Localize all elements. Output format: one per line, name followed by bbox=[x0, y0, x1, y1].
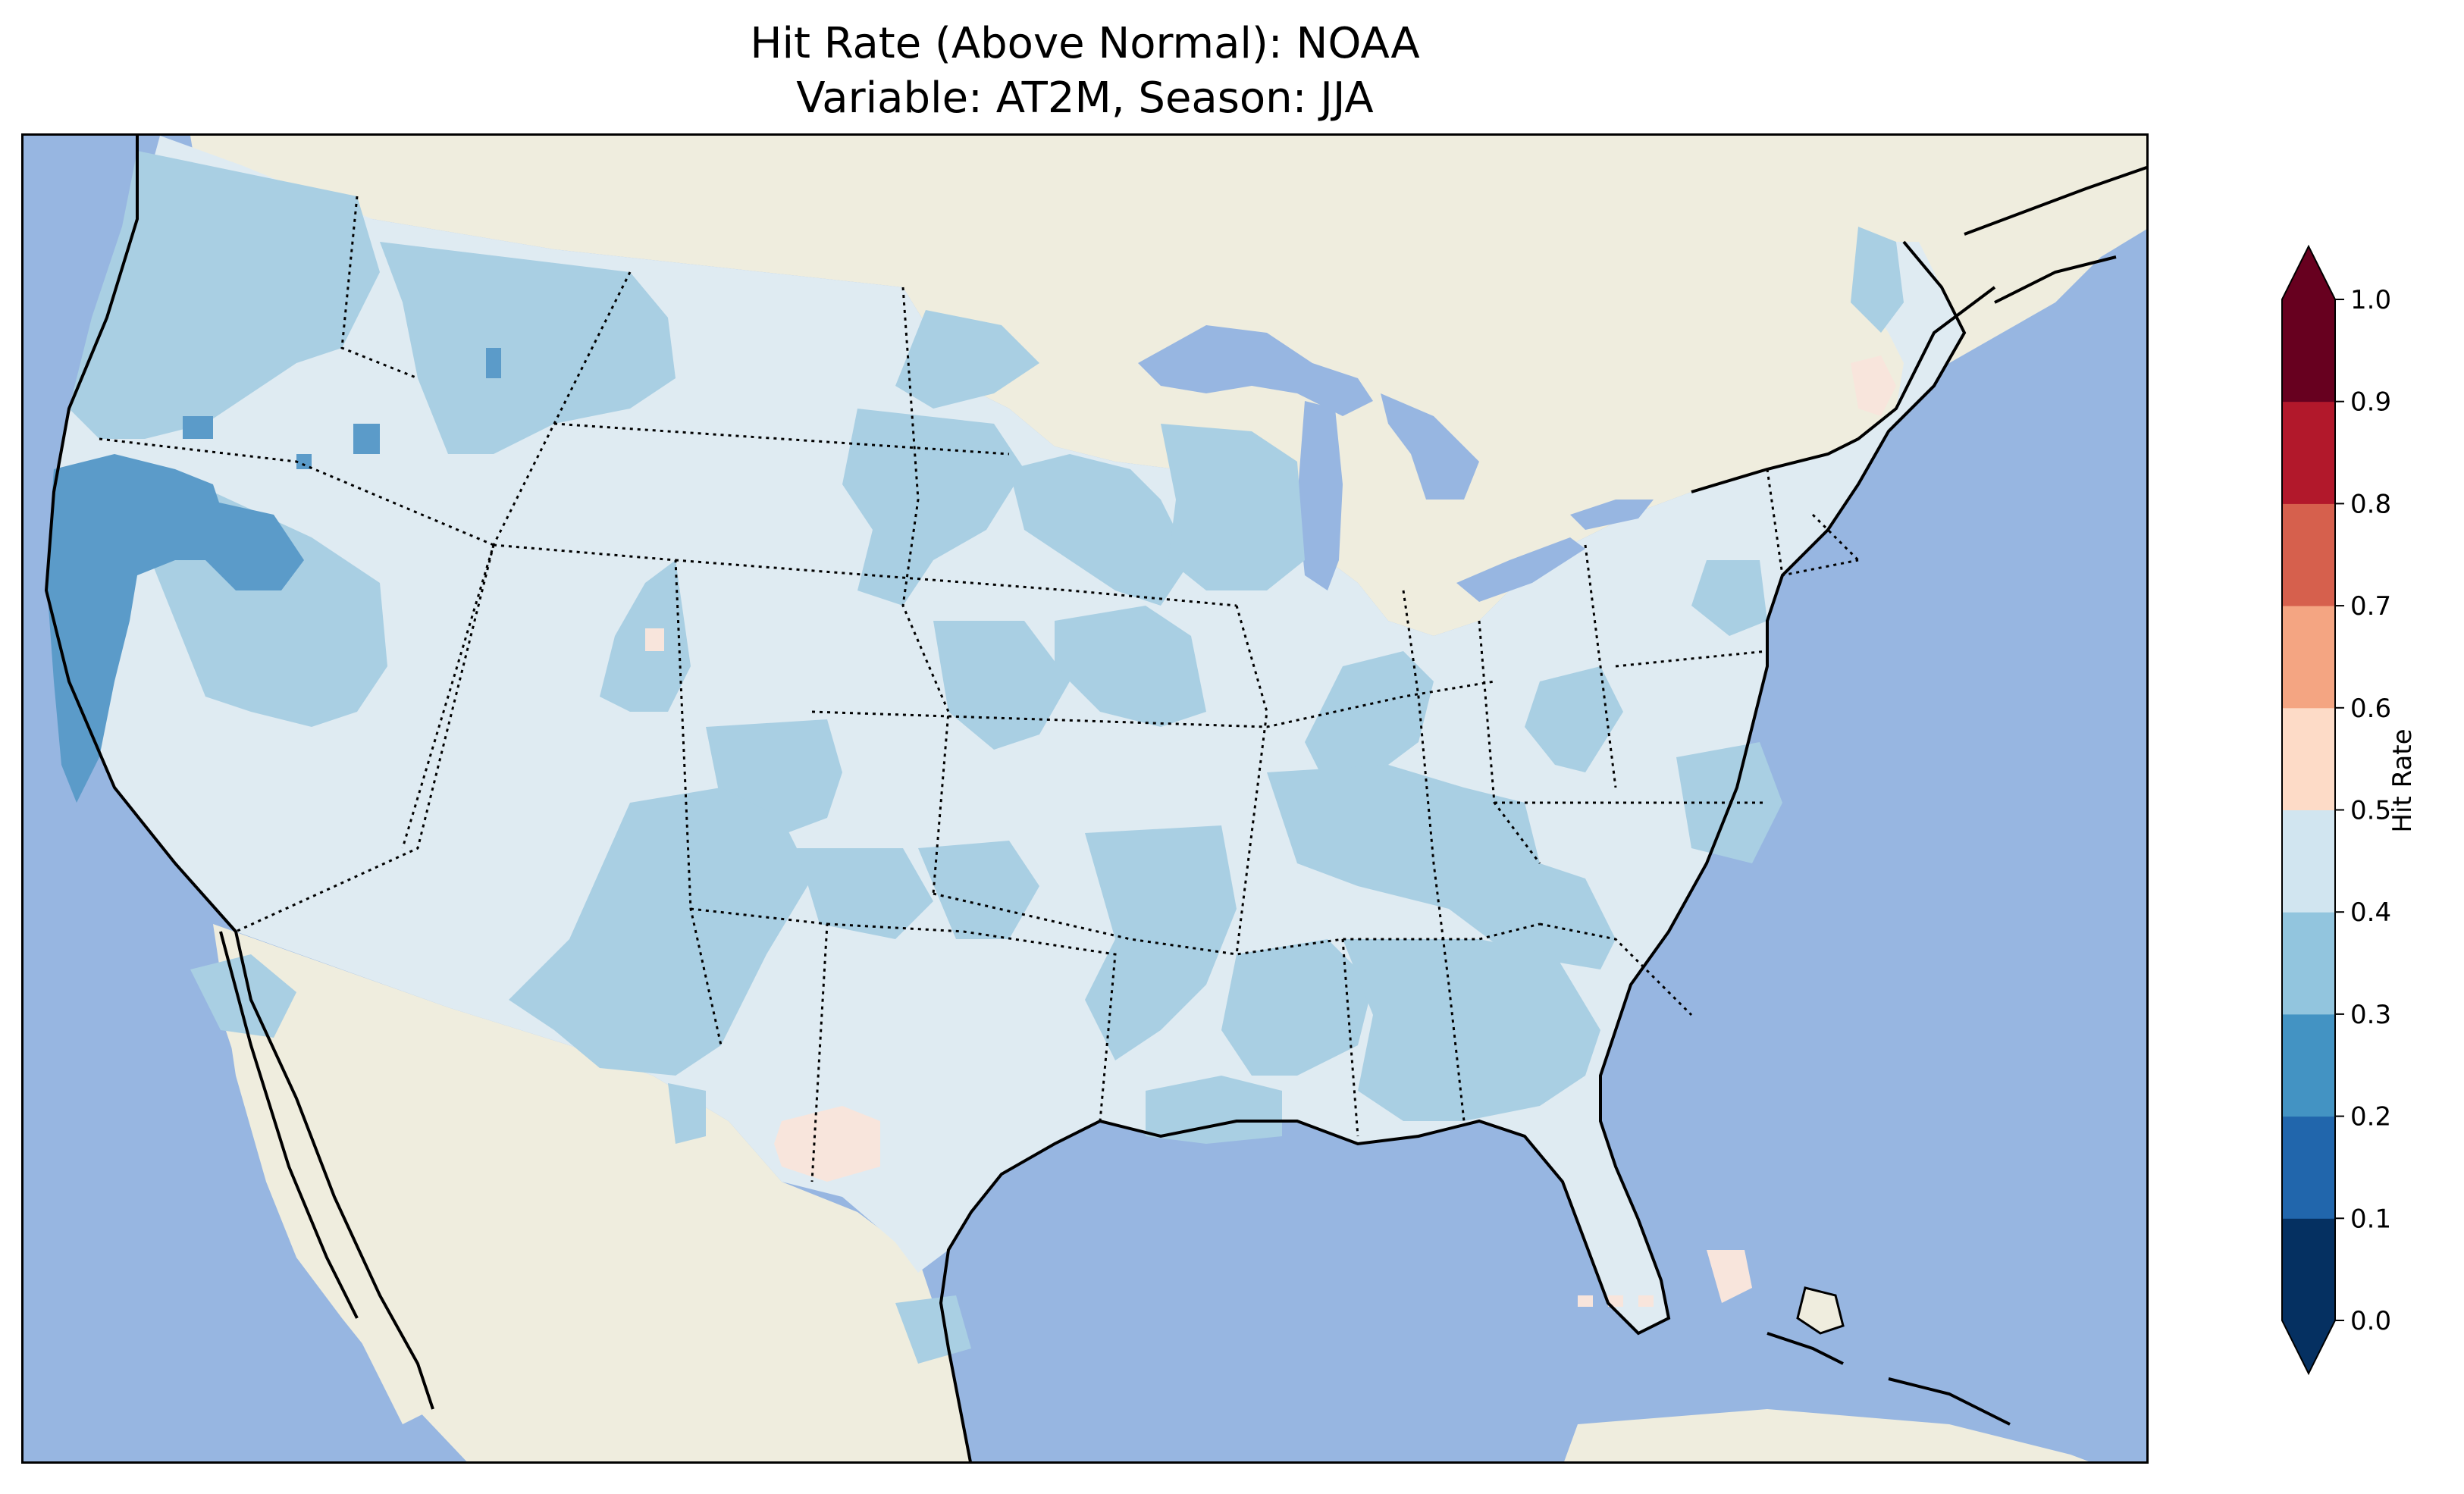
colorbar-tick-label: 0.9 bbox=[2350, 387, 2391, 418]
lake-huron bbox=[1381, 393, 1479, 500]
colorbar-tick-label: 0.7 bbox=[2350, 591, 2391, 622]
colorbar-swatch bbox=[2282, 1116, 2335, 1219]
title-line-1: Hit Rate (Above Normal): NOAA bbox=[750, 19, 1420, 68]
lake-michigan bbox=[1297, 401, 1343, 590]
mexico-land bbox=[213, 924, 970, 1461]
colorbar-swatch bbox=[2282, 810, 2335, 913]
colorbar-swatch bbox=[2282, 1218, 2335, 1321]
colorbar-swatch bbox=[2282, 299, 2335, 402]
colorbar-ticks: 0.0 0.1 0.2 0.3 0.4 0.5 0.6 0.7 0.8 0.9 1.0 bbox=[2335, 285, 2391, 1336]
lake-erie bbox=[1456, 537, 1585, 602]
cuba-land bbox=[1564, 1409, 2089, 1461]
colorbar: 0.0 0.1 0.2 0.3 0.4 0.5 0.6 0.7 0.8 0.9 1.0 Hit Ra… bbox=[2281, 244, 2418, 1376]
colorbar-swatch bbox=[2282, 606, 2335, 709]
class-0-2-0-3-regions bbox=[46, 348, 501, 803]
coastlines bbox=[44, 136, 2146, 1461]
map-canvas bbox=[44, 136, 2146, 1461]
figure-title: Hit Rate (Above Normal): NOAA Variable: … bbox=[21, 17, 2149, 126]
colorbar-tick-label: 1.0 bbox=[2350, 285, 2391, 315]
colorbar-label: Hit Rate bbox=[2387, 728, 2418, 832]
colorbar-tick-label: 0.1 bbox=[2350, 1204, 2391, 1234]
colorbar-tick-label: 0.5 bbox=[2350, 796, 2391, 826]
colorbar-swatch bbox=[2282, 1013, 2335, 1117]
colorbar-tick-label: 0.0 bbox=[2350, 1306, 2391, 1336]
colorbar-over-triangle bbox=[2282, 246, 2335, 299]
colorbar-swatch bbox=[2282, 401, 2335, 504]
lake-ontario bbox=[1570, 500, 1654, 530]
colorbar-swatch bbox=[2282, 912, 2335, 1015]
colorbar-swatch bbox=[2282, 503, 2335, 606]
lake-superior bbox=[1138, 325, 1373, 416]
colorbar-swatches bbox=[2281, 244, 2336, 1376]
colorbar-swatch bbox=[2282, 707, 2335, 810]
colorbar-tick-label: 0.4 bbox=[2350, 897, 2391, 928]
colorbar-under-triangle bbox=[2282, 1320, 2335, 1373]
class-0-5-0-6-regions bbox=[645, 355, 1896, 1307]
island-bahamas bbox=[1796, 1286, 1845, 1335]
title-line-2: Variable: AT2M, Season: JJA bbox=[796, 74, 1374, 123]
colorbar-tick-label: 0.6 bbox=[2350, 694, 2391, 724]
state-borders bbox=[99, 196, 1860, 1182]
colorbar-tick-label: 0.2 bbox=[2350, 1102, 2391, 1132]
map-panel bbox=[21, 133, 2149, 1464]
colorbar-tick-label: 0.3 bbox=[2350, 1000, 2391, 1030]
colorbar-tick-label: 0.8 bbox=[2350, 489, 2391, 519]
